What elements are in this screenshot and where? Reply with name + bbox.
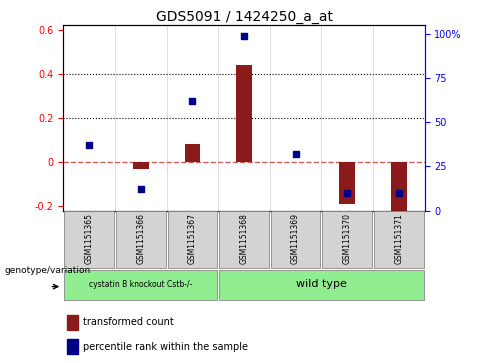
- FancyBboxPatch shape: [64, 270, 217, 300]
- Point: [292, 151, 300, 157]
- Bar: [236, 65, 252, 162]
- FancyBboxPatch shape: [219, 211, 269, 268]
- Bar: [340, 162, 355, 204]
- Text: cystatin B knockout Cstb-/-: cystatin B knockout Cstb-/-: [89, 280, 192, 289]
- Bar: [67, 315, 78, 330]
- Text: transformed count: transformed count: [83, 317, 174, 327]
- Text: GSM1151368: GSM1151368: [240, 213, 248, 264]
- Point: [395, 190, 403, 196]
- Text: GSM1151370: GSM1151370: [343, 213, 352, 264]
- Point: [343, 190, 351, 196]
- Text: GSM1151367: GSM1151367: [188, 213, 197, 264]
- FancyBboxPatch shape: [168, 211, 217, 268]
- FancyBboxPatch shape: [219, 270, 424, 300]
- FancyBboxPatch shape: [116, 211, 165, 268]
- Text: GSM1151369: GSM1151369: [291, 213, 300, 264]
- Text: GSM1151365: GSM1151365: [85, 213, 94, 264]
- Text: percentile rank within the sample: percentile rank within the sample: [83, 342, 248, 352]
- Point: [188, 98, 196, 104]
- Title: GDS5091 / 1424250_a_at: GDS5091 / 1424250_a_at: [156, 11, 332, 24]
- Bar: [67, 339, 78, 354]
- Text: GSM1151371: GSM1151371: [394, 213, 403, 264]
- Bar: [133, 162, 148, 169]
- FancyBboxPatch shape: [64, 211, 114, 268]
- Text: wild type: wild type: [296, 279, 347, 289]
- FancyBboxPatch shape: [374, 211, 424, 268]
- Bar: [391, 162, 407, 211]
- Point: [240, 33, 248, 39]
- FancyBboxPatch shape: [323, 211, 372, 268]
- Point: [85, 142, 93, 148]
- Text: genotype/variation: genotype/variation: [5, 266, 91, 275]
- FancyBboxPatch shape: [271, 211, 320, 268]
- Text: GSM1151366: GSM1151366: [136, 213, 145, 264]
- Point: [137, 187, 145, 192]
- Bar: [184, 144, 200, 162]
